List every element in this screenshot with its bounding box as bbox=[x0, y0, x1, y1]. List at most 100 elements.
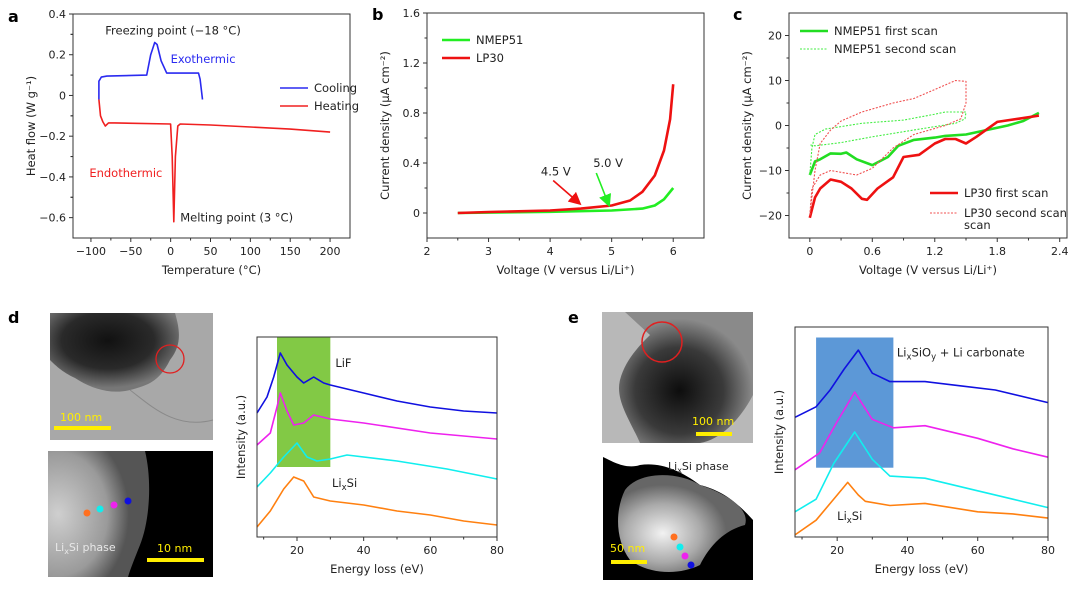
legend-label: NMEP51 second scan bbox=[834, 42, 956, 56]
panel-letter-e: e bbox=[568, 308, 579, 327]
panel-letter-c: c bbox=[733, 5, 742, 24]
probe-dot bbox=[676, 543, 684, 551]
annotation: Endothermic bbox=[89, 166, 162, 180]
charts: −100 −50 0 50 100 150 200−0.6−0.4−0.200.20.4Te… bbox=[24, 7, 1068, 576]
y-tick-label: 10 bbox=[768, 75, 782, 88]
series-line-2 bbox=[794, 431, 1049, 513]
x-tick-label: 40 bbox=[357, 544, 371, 557]
x-tick-label: 80 bbox=[490, 544, 504, 557]
annotation: Exothermic bbox=[171, 52, 236, 66]
probe-dot bbox=[124, 497, 132, 505]
legend-label: Cooling bbox=[314, 81, 357, 95]
series-line-1 bbox=[256, 392, 498, 446]
x-tick-label: 2 bbox=[424, 245, 431, 258]
x-axis-label: Voltage (V versus Li/Li⁺) bbox=[859, 263, 997, 277]
probe-dot bbox=[670, 533, 678, 541]
panel-letter-d: d bbox=[8, 308, 19, 327]
x-tick-label: 1.2 bbox=[926, 245, 944, 258]
highlight-band bbox=[816, 337, 894, 468]
annotation: 5.0 V bbox=[593, 156, 623, 170]
scale-bar bbox=[696, 432, 732, 436]
x-tick-label: 6 bbox=[670, 245, 677, 258]
annotation: Freezing point (−18 °C) bbox=[105, 23, 241, 37]
scale-label: 10 nm bbox=[157, 542, 192, 555]
chart-d: 20 40 60 80 Energy loss (eV) Intensity (a.u.)… bbox=[234, 336, 504, 576]
y-tick-label: 0 bbox=[59, 89, 66, 102]
plot-frame bbox=[426, 12, 705, 239]
annotation-part: Li bbox=[897, 345, 907, 359]
x-tick-label: 3 bbox=[485, 245, 492, 258]
series-line-cooling bbox=[98, 41, 204, 100]
legend-label: Heating bbox=[314, 99, 359, 113]
legend-label: NMEP51 first scan bbox=[834, 24, 938, 38]
highlight-band bbox=[277, 337, 331, 467]
plot-frame bbox=[256, 336, 498, 538]
y-tick-label: 0 bbox=[775, 120, 782, 133]
x-tick-label: −50 bbox=[119, 245, 142, 258]
y-tick-label: −0.6 bbox=[39, 212, 66, 225]
x-tick-label: 0.6 bbox=[864, 245, 882, 258]
annotation: LixSi bbox=[332, 476, 357, 493]
tem-image-d: 100 nm bbox=[50, 313, 214, 440]
annotation: 4.5 V bbox=[541, 165, 571, 179]
probe-dot bbox=[110, 501, 118, 509]
series-line-lp30-first-scan bbox=[808, 114, 1040, 219]
probe-dot bbox=[96, 505, 104, 513]
series-line-lp30 bbox=[457, 84, 675, 215]
y-tick-label: −0.4 bbox=[39, 171, 66, 184]
chart-b: 2 3 4 5 6 0 0.4 0.8 1.2 1.6 Voltage (V versus Li/L… bbox=[378, 7, 705, 277]
series-line-2 bbox=[256, 442, 498, 488]
annotation-part: LiF bbox=[335, 356, 351, 370]
x-tick-label: 0 bbox=[167, 245, 174, 258]
panel-letter-a: a bbox=[8, 7, 19, 26]
scale-label: 50 nm bbox=[610, 542, 645, 555]
phase-label: LixSi phase bbox=[55, 541, 116, 556]
x-tick-label: 20 bbox=[290, 544, 304, 557]
legend-label: scan bbox=[964, 218, 991, 232]
haadf-image-d: LixSi phase 10 nm bbox=[48, 451, 213, 577]
annotation-arrow bbox=[552, 179, 582, 206]
annotation-part: Si bbox=[852, 509, 863, 523]
x-tick-label: 4 bbox=[547, 245, 554, 258]
x-tick-label: 60 bbox=[423, 544, 437, 557]
chart-e: 20 40 60 80 Energy loss (eV) Intensity (a.u.)… bbox=[772, 326, 1055, 576]
scale-bar bbox=[54, 426, 111, 430]
scale-bar bbox=[147, 558, 204, 562]
x-tick-label: 60 bbox=[971, 544, 985, 557]
annotation-part: Li bbox=[837, 509, 847, 523]
x-tick-label: 0 bbox=[806, 245, 813, 258]
y-axis-label: Heat flow (W g⁻¹) bbox=[24, 76, 38, 176]
y-tick-label: −20 bbox=[759, 210, 782, 223]
scale-bar bbox=[611, 560, 647, 564]
probe-dot bbox=[83, 509, 91, 517]
y-axis-label: Intensity (a.u.) bbox=[772, 390, 786, 474]
y-tick-label: 1.6 bbox=[403, 7, 421, 20]
annotation-part: x bbox=[847, 516, 852, 526]
y-tick-label: 20 bbox=[768, 30, 782, 43]
x-tick-label: 100 bbox=[240, 245, 261, 258]
panel-letter-b: b bbox=[372, 5, 383, 24]
y-tick-label: −0.2 bbox=[39, 130, 66, 143]
y-tick-label: 0.4 bbox=[403, 157, 421, 170]
x-tick-label: 50 bbox=[204, 245, 218, 258]
scale-label: 100 nm bbox=[60, 411, 102, 424]
annotation-part: + Li carbonate bbox=[936, 345, 1025, 359]
probe-dot bbox=[681, 552, 689, 560]
chart-a: −100 −50 0 50 100 150 200 −0.6 −0.4 −0.2 0 0.2 0.4 Te… bbox=[24, 8, 359, 277]
y-axis-label: Intensity (a.u.) bbox=[234, 395, 248, 479]
x-tick-label: 20 bbox=[830, 544, 844, 557]
y-tick-label: 0.8 bbox=[403, 107, 421, 120]
legend-label: LP30 second scan bbox=[964, 206, 1067, 220]
series-line-nmep51-first-scan bbox=[808, 111, 1040, 176]
plot-frame bbox=[794, 326, 1049, 538]
annotation-part: x bbox=[342, 483, 347, 493]
x-axis-label: Temperature (°C) bbox=[161, 263, 261, 277]
annotation-part: y bbox=[931, 352, 936, 362]
y-tick-label: 0.4 bbox=[49, 8, 67, 21]
phase-label: LixSi phase bbox=[668, 460, 729, 475]
y-tick-label: 1.2 bbox=[403, 57, 421, 70]
series-line-3 bbox=[256, 476, 498, 528]
x-tick-label: 200 bbox=[320, 245, 341, 258]
y-axis-label: Current density (μA cm⁻²) bbox=[740, 51, 754, 200]
y-tick-label: 0 bbox=[413, 207, 420, 220]
